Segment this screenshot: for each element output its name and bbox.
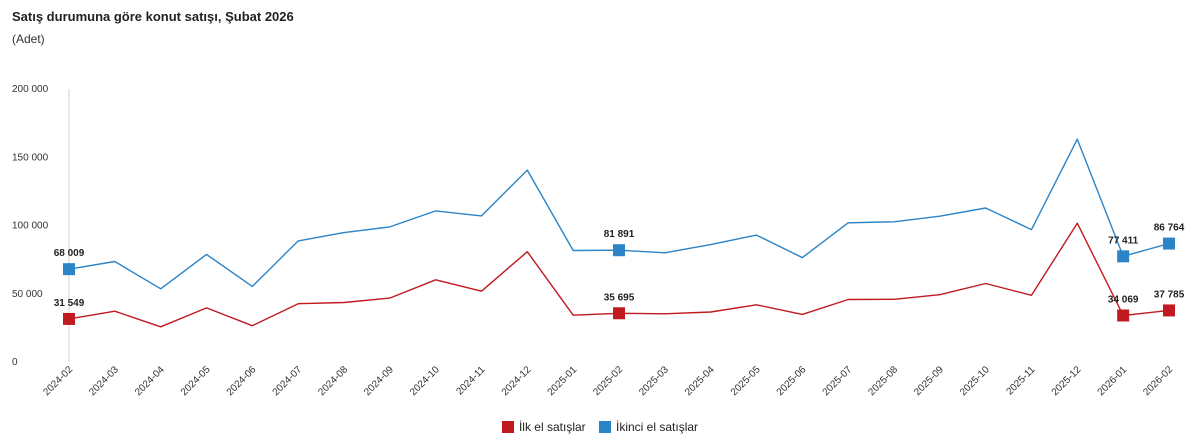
legend-label-second-hand-sales: İkinci el satışlar: [616, 420, 699, 434]
x-tick-label: 2025-09: [912, 364, 946, 398]
data-point-marker: [1117, 309, 1130, 322]
data-label: 37 785: [1154, 289, 1185, 300]
legend-label-first-sales: İlk el satışlar: [518, 420, 586, 434]
x-tick-label: 2024-07: [271, 364, 305, 398]
x-tick-label: 2024-05: [179, 364, 213, 398]
y-tick-label: 150 000: [12, 152, 49, 163]
x-tick-label: 2025-12: [1050, 364, 1084, 398]
x-tick-label: 2025-11: [1004, 364, 1038, 398]
x-tick-label: 2024-03: [87, 364, 121, 398]
legend-item-second-hand-sales[interactable]: İkinci el satışlar: [599, 420, 698, 434]
y-tick-label: 200 000: [12, 84, 49, 95]
legend-item-first-sales[interactable]: İlk el satışlar: [501, 420, 586, 434]
data-label: 68 009: [54, 248, 85, 259]
data-point-marker: [1117, 250, 1130, 263]
x-tick-label: 2025-04: [683, 364, 717, 398]
x-tick-label: 2025-01: [546, 364, 580, 398]
data-point-marker: [613, 307, 625, 320]
x-tick-label: 2025-02: [591, 364, 625, 398]
x-tick-label: 2024-11: [454, 364, 488, 398]
y-tick-label: 0: [12, 357, 18, 368]
data-label: 86 764: [1154, 223, 1185, 234]
legend: İlk el satışlar İkinci el satışlar: [0, 420, 1200, 436]
data-label: 35 695: [604, 292, 635, 303]
data-label: 34 069: [1108, 294, 1139, 305]
x-tick-label: 2025-06: [775, 364, 809, 398]
x-tick-label: 2026-01: [1096, 364, 1130, 398]
chart-subtitle: (Adet): [12, 32, 45, 46]
x-tick-label: 2024-10: [408, 364, 442, 398]
x-tick-label: 2025-08: [866, 364, 900, 398]
data-label: 81 891: [604, 229, 635, 240]
x-tick-label: 2024-12: [500, 364, 534, 398]
data-point-marker: [613, 244, 625, 257]
x-tick-label: 2024-06: [225, 364, 259, 398]
x-tick-label: 2025-10: [958, 364, 992, 398]
x-tick-label: 2025-05: [729, 364, 763, 398]
x-tick-label: 2026-02: [1141, 364, 1175, 398]
y-tick-label: 100 000: [12, 221, 49, 232]
x-tick-label: 2024-04: [133, 364, 167, 398]
data-label: 77 411: [1108, 235, 1138, 246]
series-line-1: [68, 138, 1170, 290]
data-point-marker: [63, 312, 75, 325]
line-chart: 0 50 000 100 000 150 000 200 000 2024-02 2024-…: [12, 84, 1185, 398]
legend-swatch-second-hand-sales: [599, 421, 611, 433]
data-point-marker: [63, 263, 75, 276]
data-label: 31 549: [54, 298, 85, 309]
y-tick-label: 50 000: [12, 289, 43, 300]
x-tick-label: 2025-03: [637, 364, 671, 398]
x-tick-label: 2024-09: [362, 364, 396, 398]
x-tick-label: 2024-08: [316, 364, 350, 398]
data-point-marker: [1163, 237, 1175, 250]
chart-title: Satış durumuna göre konut satışı, Şubat …: [12, 9, 294, 24]
x-tick-label: 2024-02: [41, 364, 75, 398]
legend-swatch-first-sales: [501, 421, 514, 433]
x-tick-label: 2025-07: [821, 364, 855, 398]
data-point-marker: [1163, 304, 1175, 317]
